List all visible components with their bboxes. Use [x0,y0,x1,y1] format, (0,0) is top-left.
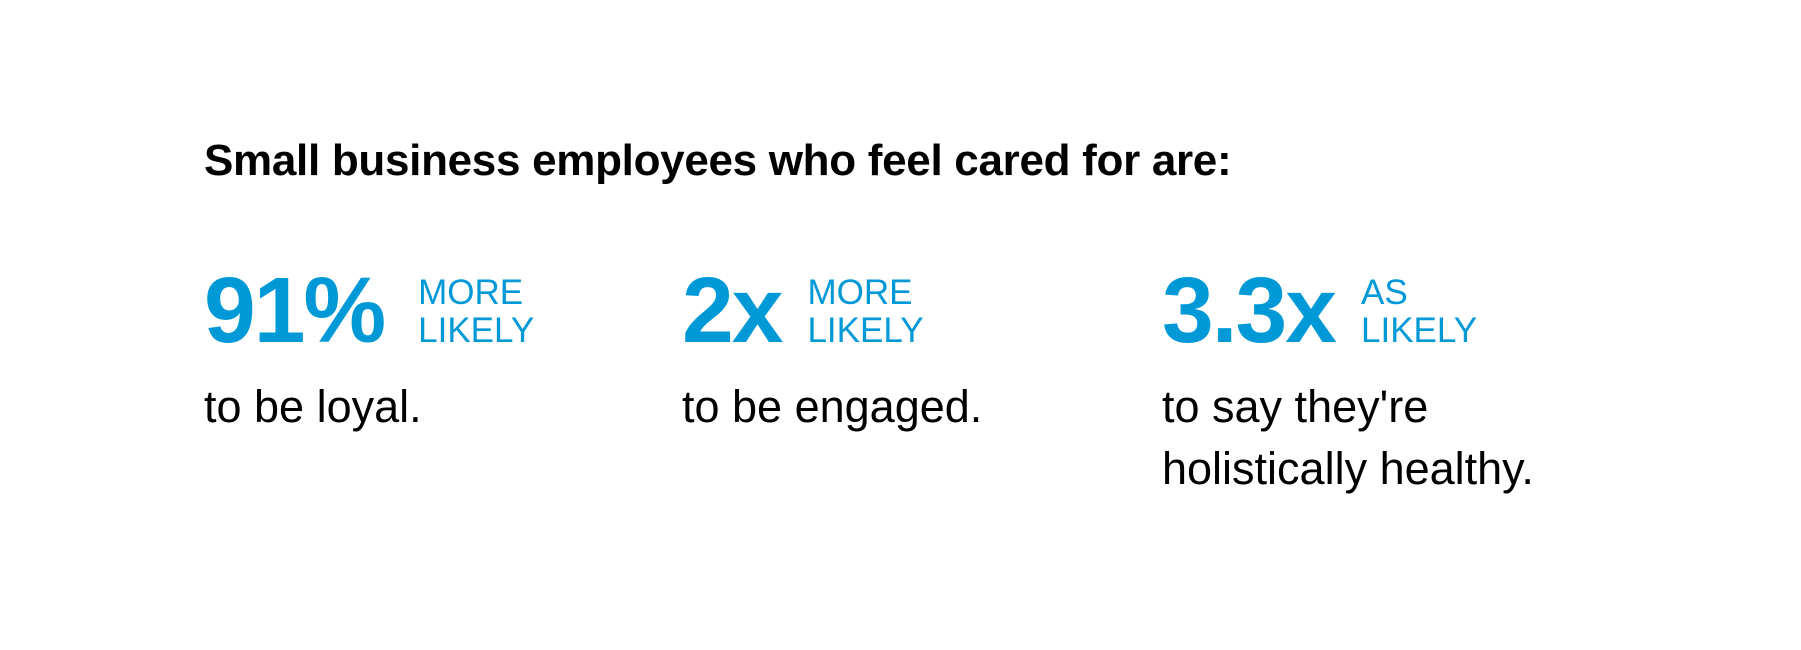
qualifier-line1: MORE [807,273,913,312]
qualifier-line2: LIKELY [418,311,535,350]
qualifier-line2: LIKELY [807,311,924,350]
stat-loyal: 91% MORE LIKELY to be loyal. [204,262,534,438]
stat-qualifier: MORE LIKELY [807,274,923,350]
desc-line1: to say they're [1162,381,1429,432]
stat-value: 3.3x [1162,258,1337,362]
stat-qualifier: AS LIKELY [1361,274,1477,350]
stat-engaged: 2x MORE LIKELY to be engaged. [682,262,982,438]
stat-value: 91% [204,258,386,362]
desc-line1: to be loyal. [204,381,422,432]
qualifier-line2: LIKELY [1361,311,1478,350]
heading: Small business employees who feel cared … [204,136,1232,185]
stat-description: to be engaged. [682,376,982,438]
desc-line1: to be engaged. [682,381,983,432]
stat-description: to be loyal. [204,376,534,438]
desc-line2: holistically healthy. [1162,443,1534,494]
stat-description: to say they're holistically healthy. [1162,376,1534,500]
stat-healthy: 3.3x AS LIKELY to say they're holistical… [1162,262,1534,500]
qualifier-line1: MORE [418,273,524,312]
qualifier-line1: AS [1361,273,1408,312]
stat-qualifier: MORE LIKELY [418,274,534,350]
stat-value: 2x [682,258,783,362]
